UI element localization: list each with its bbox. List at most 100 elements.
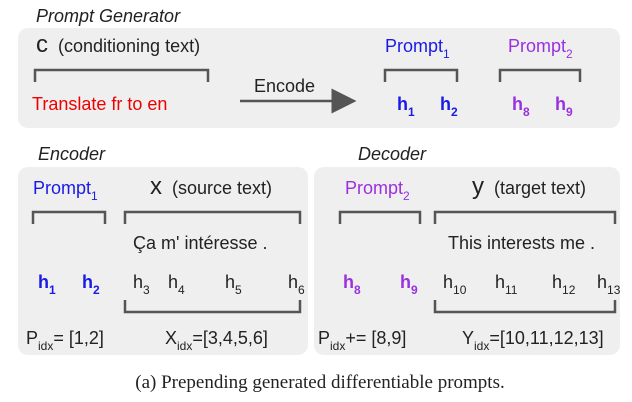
text-token-sub: 10 — [453, 283, 467, 297]
prompt-index-tail: = [1,2] — [53, 328, 104, 348]
bracket — [31, 210, 107, 224]
decoder-box — [314, 167, 620, 355]
bracket — [338, 210, 422, 224]
text-index: Xidx=[3,4,5,6] — [165, 328, 268, 353]
text-token-base: h — [597, 272, 607, 292]
token: h2 — [440, 94, 458, 119]
decoder-title: Decoder — [358, 144, 427, 164]
prompt-label-sub: 1 — [443, 47, 450, 61]
x-label: (source text) — [172, 178, 272, 198]
text-token-sub: 6 — [298, 283, 305, 297]
caption: (a) Prepending generated differentiable … — [135, 372, 504, 393]
text-index-base: X — [165, 328, 177, 348]
text-token-sub: 13 — [607, 283, 621, 297]
encoder-box — [18, 167, 308, 355]
c-symbol: c — [36, 31, 48, 58]
text-token-sub: 5 — [235, 283, 242, 297]
text-token-base: h — [168, 272, 178, 292]
bracket — [33, 68, 210, 82]
text-index-sub: idx — [177, 339, 192, 353]
text-token-base: h — [552, 272, 562, 292]
token-base: h — [440, 94, 451, 114]
prompt-token-base: h — [400, 272, 411, 292]
prompt-label: Prompt1 — [33, 178, 98, 203]
text-token: h11 — [495, 272, 518, 297]
text-token: h6 — [288, 272, 305, 297]
token-base: h — [397, 94, 408, 114]
x-symbol: x — [150, 173, 162, 200]
prompt-label: Prompt2 — [345, 178, 410, 203]
token-sub: 9 — [566, 105, 573, 119]
token: h1 — [397, 94, 415, 119]
prompt-index: Pidx+= [8,9] — [318, 328, 406, 353]
generator-title: Prompt Generator — [36, 6, 181, 26]
prompt-token-sub: 8 — [354, 283, 361, 297]
text-token: h4 — [168, 272, 185, 297]
text-token-sub: 12 — [562, 283, 576, 297]
source-text: Ça m' intéresse . — [133, 233, 267, 253]
prompt-label-base: Prompt — [508, 36, 566, 56]
bracket — [123, 300, 302, 314]
prompt-token: h1 — [38, 272, 56, 297]
text-index-sub: idx — [474, 339, 489, 353]
generator-box — [18, 28, 620, 128]
prompt-index-sub: idx — [330, 339, 345, 353]
token-sub: 2 — [451, 105, 458, 119]
prompt-index-sub: idx — [38, 339, 53, 353]
bracket — [123, 210, 302, 224]
prompt-token-sub: 2 — [93, 283, 100, 297]
prompt-index-tail: += [8,9] — [345, 328, 406, 348]
target-text: This interests me . — [448, 233, 595, 253]
prompt-label-sub: 1 — [91, 189, 98, 203]
prompt-token: h8 — [343, 272, 361, 297]
prompt-label: Prompt2 — [508, 36, 573, 61]
arrow-label: Encode — [254, 76, 315, 96]
text-token: h13 — [597, 272, 621, 297]
prompt-index-base: P — [26, 328, 38, 348]
prompt-token: h9 — [400, 272, 418, 297]
prompt-label-base: Prompt — [33, 178, 91, 198]
conditioning-text: Translate fr to en — [32, 94, 167, 114]
text-index-base: Y — [462, 328, 474, 348]
text-token-sub: 11 — [505, 283, 518, 297]
encoder-title: Encoder — [38, 144, 106, 164]
bracket — [383, 68, 459, 82]
text-index: Yidx=[10,11,12,13] — [462, 328, 604, 353]
text-index-tail: =[3,4,5,6] — [192, 328, 268, 348]
text-token-base: h — [443, 272, 453, 292]
text-token: h3 — [133, 272, 150, 297]
token-base: h — [512, 94, 523, 114]
text-token: h5 — [225, 272, 242, 297]
prompt-label-sub: 2 — [403, 189, 410, 203]
y-symbol: y — [472, 173, 484, 200]
prompt-label-base: Prompt — [345, 178, 403, 198]
token: h8 — [512, 94, 530, 119]
text-token-base: h — [133, 272, 143, 292]
prompt-token-base: h — [82, 272, 93, 292]
token-sub: 1 — [408, 105, 415, 119]
token-base: h — [555, 94, 566, 114]
text-token: h10 — [443, 272, 467, 297]
prompt-index: Pidx= [1,2] — [26, 328, 104, 353]
text-token-base: h — [288, 272, 298, 292]
prompt-token-sub: 1 — [49, 283, 56, 297]
prompt-index-base: P — [318, 328, 330, 348]
bracket — [498, 68, 582, 82]
text-index-tail: =[10,11,12,13] — [489, 328, 603, 348]
text-token-sub: 3 — [143, 283, 150, 297]
token-sub: 8 — [523, 105, 530, 119]
bracket — [433, 210, 617, 224]
text-token-base: h — [495, 272, 505, 292]
prompt-label-sub: 2 — [566, 47, 573, 61]
bracket — [433, 300, 617, 314]
token: h9 — [555, 94, 573, 119]
prompt-token: h2 — [82, 272, 100, 297]
c-label: (conditioning text) — [58, 36, 200, 56]
text-token: h12 — [552, 272, 576, 297]
prompt-token-base: h — [343, 272, 354, 292]
prompt-token-sub: 9 — [411, 283, 418, 297]
prompt-token-base: h — [38, 272, 49, 292]
prompt-label-base: Prompt — [385, 36, 443, 56]
text-token-base: h — [225, 272, 235, 292]
